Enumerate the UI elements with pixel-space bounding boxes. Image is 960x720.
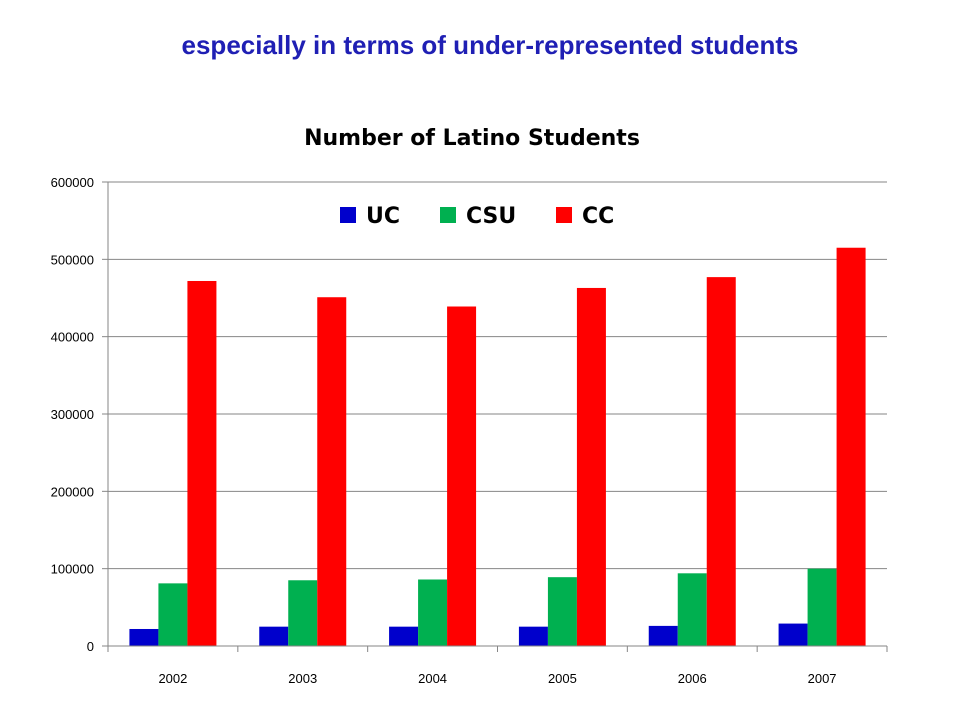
bars [129, 247, 866, 646]
y-tick-label-1: 100000 [51, 562, 94, 577]
x-tick-label-2005: 2005 [548, 671, 577, 686]
bar-csu-2004 [418, 579, 448, 646]
x-tick-label-2002: 2002 [158, 671, 187, 686]
bar-uc-2007 [778, 623, 808, 646]
legend-swatch-uc [340, 207, 356, 223]
chart-title: Number of Latino Students [304, 126, 640, 151]
y-tick-label-4: 400000 [51, 330, 94, 345]
bar-csu-2007 [807, 568, 837, 646]
bar-cc-2003 [317, 297, 347, 646]
bar-cc-2006 [706, 277, 736, 646]
y-tick-label-2: 200000 [51, 484, 94, 499]
axes: 0 100000 200000 300000 400000 500000 600000 200… [51, 175, 888, 686]
bar-uc-2003 [259, 626, 289, 646]
bar-uc-2005 [518, 626, 548, 646]
y-tick-label-0: 0 [87, 639, 94, 654]
bar-cc-2007 [836, 247, 866, 646]
legend-label-uc: UC [366, 204, 400, 229]
legend-swatch-cc [556, 207, 572, 223]
grid-lines [108, 181, 887, 570]
x-tick-label-2007: 2007 [808, 671, 837, 686]
bar-cc-2004 [447, 306, 477, 646]
bar-cc-2005 [576, 287, 606, 646]
legend-swatch-csu [440, 207, 456, 223]
slide-heading: especially in terms of under-represented… [181, 30, 799, 60]
y-tick-label-6: 600000 [51, 175, 94, 190]
bar-csu-2002 [158, 583, 188, 646]
bar-uc-2006 [648, 625, 678, 646]
legend-label-cc: CC [582, 204, 614, 229]
x-tick-label-2003: 2003 [288, 671, 317, 686]
bar-uc-2002 [129, 628, 159, 646]
bar-csu-2006 [677, 573, 707, 646]
bar-csu-2005 [547, 577, 577, 646]
bar-uc-2004 [389, 626, 419, 646]
legend: UC CSU CC [340, 204, 614, 229]
x-tick-label-2004: 2004 [418, 671, 447, 686]
legend-label-csu: CSU [466, 204, 516, 229]
y-tick-label-5: 500000 [51, 252, 94, 267]
bar-cc-2002 [187, 280, 217, 646]
x-tick-label-2006: 2006 [678, 671, 707, 686]
bar-csu-2003 [288, 580, 318, 646]
y-tick-label-3: 300000 [51, 407, 94, 422]
